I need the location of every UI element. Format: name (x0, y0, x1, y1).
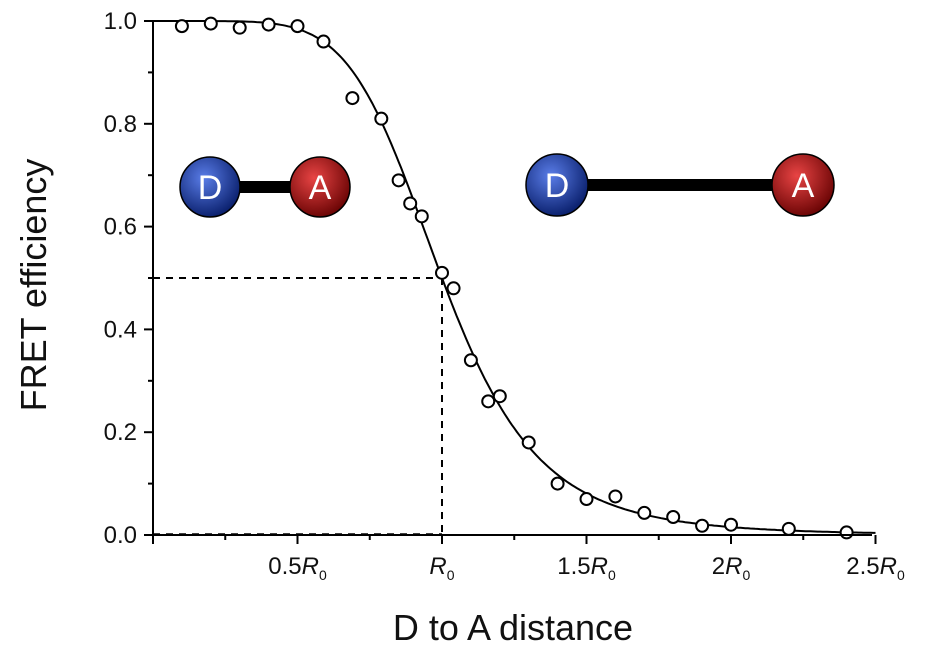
acceptor-label-short: A (309, 169, 332, 207)
y-tick-label: 0.0 (104, 522, 137, 549)
data-point (403, 196, 418, 211)
donor-label-short: D (198, 169, 223, 207)
x-tick-label: 2R0 (712, 553, 751, 583)
data-point (724, 517, 738, 532)
data-point (521, 435, 536, 450)
data-point (481, 394, 496, 409)
data-points (174, 16, 854, 540)
y-tick-label: 0.6 (104, 214, 137, 241)
data-point (261, 17, 276, 32)
acceptor-ball-long (771, 153, 835, 217)
data-point (374, 111, 389, 126)
fit-curve (153, 20, 876, 534)
reference-lines (153, 277, 443, 535)
data-point (839, 525, 854, 540)
y-tick-label: 0.2 (104, 419, 137, 446)
data-point (435, 265, 449, 280)
short-distance-inset: D A (179, 156, 351, 218)
x-axis-title: D to A distance (393, 607, 633, 648)
data-point (666, 510, 681, 525)
data-point (579, 492, 594, 507)
acceptor-ball-short (289, 156, 351, 218)
data-point (781, 521, 796, 536)
x-tick-label: 2.5R0 (846, 553, 905, 583)
data-point (446, 281, 461, 296)
data-point (695, 518, 710, 533)
data-point (174, 19, 189, 34)
x-tick-label: 0.5R0 (268, 553, 327, 583)
donor-ball-long (525, 153, 589, 217)
data-point (316, 34, 331, 49)
x-tick-label: 1.5R0 (557, 553, 616, 583)
data-point (290, 19, 305, 34)
y-ticks: 0.0 0.2 0.4 0.6 0.8 1.0 (104, 8, 153, 549)
data-point (608, 489, 623, 504)
y-tick-label: 1.0 (104, 8, 137, 35)
data-point (203, 16, 218, 31)
y-axis-title: FRET efficiency (13, 159, 54, 412)
y-tick-label: 0.8 (104, 111, 137, 138)
data-point (550, 476, 565, 491)
data-point (414, 209, 429, 224)
x-ticks: 0.5R0 R0 1.5R0 2R0 2.5R0 (152, 535, 905, 583)
data-point (463, 353, 478, 368)
long-distance-inset: D A (525, 153, 835, 217)
data-point (232, 20, 247, 35)
donor-ball-short (179, 156, 241, 218)
y-tick-label: 0.4 (104, 316, 137, 343)
donor-label-long: D (545, 167, 570, 205)
data-point (492, 389, 507, 404)
acceptor-label-long: A (792, 167, 815, 205)
data-point (391, 173, 406, 188)
data-point (637, 505, 652, 520)
data-point (345, 91, 360, 106)
x-tick-label: R0 (429, 553, 454, 583)
